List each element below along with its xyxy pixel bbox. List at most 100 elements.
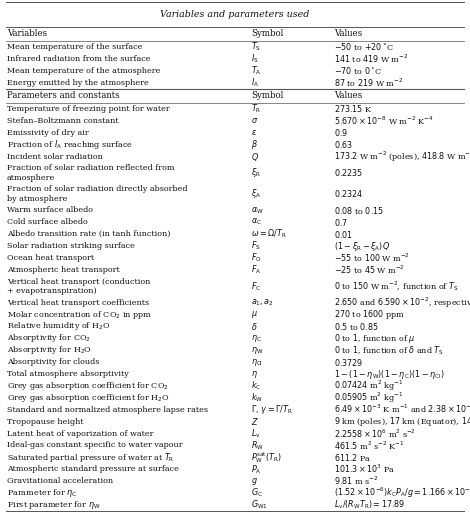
Text: Molar concentration of CO$_2$ in ppm: Molar concentration of CO$_2$ in ppm: [7, 309, 151, 321]
Text: $G_\mathrm{W1}$: $G_\mathrm{W1}$: [251, 499, 268, 511]
Text: Grey gas absorption coefficient for CO$_2$: Grey gas absorption coefficient for CO$_…: [7, 380, 168, 392]
Text: Temperature of freezing point for water: Temperature of freezing point for water: [7, 105, 169, 113]
Text: Infrared radiation from the surface: Infrared radiation from the surface: [7, 55, 150, 63]
Text: $\epsilon$: $\epsilon$: [251, 128, 258, 137]
Text: $1 - (1-\eta_\mathrm{W})(1-\eta_\mathrm{C})(1-\eta_\mathrm{Cl})$: $1 - (1-\eta_\mathrm{W})(1-\eta_\mathrm{…: [334, 368, 444, 381]
Text: $I_\mathrm{A}$: $I_\mathrm{A}$: [251, 76, 259, 89]
Text: Fraction of solar radiation reflected from: Fraction of solar radiation reflected fr…: [7, 164, 174, 172]
Text: Variables: Variables: [7, 29, 47, 38]
Text: $F_\mathrm{C}$: $F_\mathrm{C}$: [251, 280, 262, 292]
Text: $611.2$ Pa: $611.2$ Pa: [334, 452, 371, 463]
Text: $173.2$ W m$^{-2}$ (poles), $418.8$ W m$^{-2}$ (Equator): $173.2$ W m$^{-2}$ (poles), $418.8$ W m$…: [334, 149, 470, 164]
Text: Grey gas absorption coefficient for H$_2$O: Grey gas absorption coefficient for H$_2…: [7, 392, 170, 404]
Text: Albedo transition rate (in tanh function): Albedo transition rate (in tanh function…: [7, 230, 170, 238]
Text: $\xi_\mathrm{A}$: $\xi_\mathrm{A}$: [251, 187, 262, 201]
Text: $270$ to $1600$ ppm: $270$ to $1600$ ppm: [334, 308, 405, 321]
Text: Parameters and constants: Parameters and constants: [7, 91, 119, 101]
Text: $141$ to $419$ W m$^{-2}$: $141$ to $419$ W m$^{-2}$: [334, 53, 408, 65]
Text: Standard and normalized atmosphere lapse rates: Standard and normalized atmosphere lapse…: [7, 406, 208, 414]
Text: Latent heat of vaporization of water: Latent heat of vaporization of water: [7, 429, 153, 438]
Text: $9.81$ m s$^{-2}$: $9.81$ m s$^{-2}$: [334, 475, 378, 487]
Text: $\alpha_\mathrm{C}$: $\alpha_\mathrm{C}$: [251, 217, 262, 227]
Text: $F_\mathrm{S}$: $F_\mathrm{S}$: [251, 240, 261, 252]
Text: $\delta$: $\delta$: [251, 321, 258, 332]
Text: Saturated partial pressure of water at $T_\mathrm{R}$: Saturated partial pressure of water at $…: [7, 451, 174, 464]
Text: Absorptivity for CO$_2$: Absorptivity for CO$_2$: [7, 332, 90, 344]
Text: Vertical heat transport (conduction: Vertical heat transport (conduction: [7, 278, 150, 286]
Text: + evapotranspiration): + evapotranspiration): [7, 287, 96, 295]
Text: $0$ to $1$, function of $\delta$ and $T_\mathrm{S}$: $0$ to $1$, function of $\delta$ and $T_…: [334, 344, 444, 357]
Text: $T_\mathrm{A}$: $T_\mathrm{A}$: [251, 65, 262, 77]
Text: Gravitational acceleration: Gravitational acceleration: [7, 477, 113, 485]
Text: Mean temperature of the atmosphere: Mean temperature of the atmosphere: [7, 67, 160, 75]
Text: $5.670 \times 10^{-8}$ W m$^{-2}$ K$^{-4}$: $5.670 \times 10^{-8}$ W m$^{-2}$ K$^{-4…: [334, 115, 433, 127]
Text: Relative humidity of H$_2$O: Relative humidity of H$_2$O: [7, 321, 110, 332]
Text: Fraction of solar radiation directly absorbed: Fraction of solar radiation directly abs…: [7, 185, 187, 193]
Text: Parameter for $\eta_\mathrm{C}$: Parameter for $\eta_\mathrm{C}$: [7, 487, 77, 499]
Text: $I_\mathrm{S}$: $I_\mathrm{S}$: [251, 53, 259, 65]
Text: Atmospheric heat transport: Atmospheric heat transport: [7, 266, 119, 274]
Text: Symbol: Symbol: [251, 91, 284, 101]
Text: $\Gamma,\, \gamma = \Gamma/T_\mathrm{R}$: $\Gamma,\, \gamma = \Gamma/T_\mathrm{R}$: [251, 403, 294, 416]
Text: $-25$ to $45$ W m$^{-2}$: $-25$ to $45$ W m$^{-2}$: [334, 264, 405, 276]
Text: $\alpha_\mathrm{W}$: $\alpha_\mathrm{W}$: [251, 205, 264, 215]
Text: Incident solar radiation: Incident solar radiation: [7, 152, 102, 161]
Text: $0.7$: $0.7$: [334, 216, 347, 228]
Text: $k_\mathrm{C}$: $k_\mathrm{C}$: [251, 380, 262, 392]
Text: $\eta_\mathrm{Cl}$: $\eta_\mathrm{Cl}$: [251, 357, 264, 368]
Text: $F_\mathrm{A}$: $F_\mathrm{A}$: [251, 264, 262, 276]
Text: $101.3 \times 10^{3}$ Pa: $101.3 \times 10^{3}$ Pa: [334, 463, 395, 476]
Text: Symbol: Symbol: [251, 29, 284, 38]
Text: $0$ to $1$, function of $\mu$: $0$ to $1$, function of $\mu$: [334, 332, 415, 345]
Text: $a_1, a_2$: $a_1, a_2$: [251, 298, 274, 308]
Text: $0.5$ to $0.85$: $0.5$ to $0.85$: [334, 321, 378, 332]
Text: $P_\mathrm{A}$: $P_\mathrm{A}$: [251, 463, 262, 476]
Text: $k_\mathrm{W}$: $k_\mathrm{W}$: [251, 391, 264, 404]
Text: $461.5$ m$^2$ s$^{-2}$ K$^{-1}$: $461.5$ m$^2$ s$^{-2}$ K$^{-1}$: [334, 439, 404, 451]
Text: $\sigma$: $\sigma$: [251, 116, 258, 125]
Text: $0.08$ to $0.15$: $0.08$ to $0.15$: [334, 205, 384, 216]
Text: $F_\mathrm{O}$: $F_\mathrm{O}$: [251, 252, 262, 264]
Text: $-50$ to $+20\,^{\circ}$C: $-50$ to $+20\,^{\circ}$C: [334, 42, 393, 52]
Text: $\xi_\mathrm{R}$: $\xi_\mathrm{R}$: [251, 167, 262, 180]
Text: atmosphere: atmosphere: [7, 173, 55, 182]
Text: Tropopause height: Tropopause height: [7, 418, 83, 426]
Text: $P_\mathrm{W}^\mathrm{sat}(T_\mathrm{R})$: $P_\mathrm{W}^\mathrm{sat}(T_\mathrm{R})…: [251, 450, 282, 465]
Text: $-55$ to $100$ W m$^{-2}$: $-55$ to $100$ W m$^{-2}$: [334, 252, 410, 264]
Text: $6.49 \times 10^{-3}$ K m$^{-1}$ and $2.38 \times 10^{-5}$ m$^{-1}$, respectivel: $6.49 \times 10^{-3}$ K m$^{-1}$ and $2.…: [334, 403, 470, 417]
Text: Mean temperature of the surface: Mean temperature of the surface: [7, 43, 142, 51]
Text: Warm surface albedo: Warm surface albedo: [7, 206, 93, 214]
Text: $\eta_\mathrm{W}$: $\eta_\mathrm{W}$: [251, 345, 264, 356]
Text: $G_\mathrm{C}$: $G_\mathrm{C}$: [251, 487, 263, 499]
Text: $0.07424$ m$^2$ kg$^{-1}$: $0.07424$ m$^2$ kg$^{-1}$: [334, 379, 403, 393]
Text: $(1.52 \times 10^{-6})k_\mathrm{C} P_\mathrm{A}/g = 1.166 \times 10^{-3}$: $(1.52 \times 10^{-6})k_\mathrm{C} P_\ma…: [334, 486, 470, 500]
Text: $87$ to $219$ W m$^{-2}$: $87$ to $219$ W m$^{-2}$: [334, 76, 403, 89]
Text: $0.2324$: $0.2324$: [334, 188, 363, 200]
Text: $2.650$ and $6.590 \times 10^{-2}$, respectively: $2.650$ and $6.590 \times 10^{-2}$, resp…: [334, 295, 470, 310]
Text: $\eta_\mathrm{C}$: $\eta_\mathrm{C}$: [251, 333, 262, 344]
Text: $-70$ to $0\,^{\circ}$C: $-70$ to $0\,^{\circ}$C: [334, 65, 382, 76]
Text: $g$: $g$: [251, 476, 258, 487]
Text: $Z$: $Z$: [251, 416, 259, 427]
Text: Absorptivity for H$_2$O: Absorptivity for H$_2$O: [7, 344, 92, 356]
Text: $0.2235$: $0.2235$: [334, 167, 363, 179]
Text: $R_\mathrm{W}$: $R_\mathrm{W}$: [251, 439, 265, 452]
Text: by atmosphere: by atmosphere: [7, 194, 67, 203]
Text: $\omega = \Omega/T_\mathrm{R}$: $\omega = \Omega/T_\mathrm{R}$: [251, 228, 287, 241]
Text: $\beta$: $\beta$: [251, 138, 258, 151]
Text: $T_\mathrm{R}$: $T_\mathrm{R}$: [251, 103, 262, 115]
Text: $0.9$: $0.9$: [334, 127, 348, 139]
Text: Energy emitted by the atmosphere: Energy emitted by the atmosphere: [7, 78, 149, 87]
Text: Ocean heat transport: Ocean heat transport: [7, 254, 94, 262]
Text: $T_\mathrm{S}$: $T_\mathrm{S}$: [251, 41, 262, 53]
Text: $0.3729$: $0.3729$: [334, 357, 363, 368]
Text: $0.63$: $0.63$: [334, 139, 353, 150]
Text: $L_\mathrm{v}$: $L_\mathrm{v}$: [251, 427, 261, 440]
Text: Values: Values: [334, 91, 362, 101]
Text: Fraction of $I_\mathrm{A}$ reaching surface: Fraction of $I_\mathrm{A}$ reaching surf…: [7, 138, 133, 151]
Text: $L_\mathrm{v}/(R_\mathrm{W} T_\mathrm{R}) = 17.89$: $L_\mathrm{v}/(R_\mathrm{W} T_\mathrm{R}…: [334, 499, 405, 511]
Text: $(1 - \xi_\mathrm{R} - \xi_\mathrm{A})Q$: $(1 - \xi_\mathrm{R} - \xi_\mathrm{A})Q$: [334, 240, 390, 252]
Text: Values: Values: [334, 29, 362, 38]
Text: Emissivity of dry air: Emissivity of dry air: [7, 129, 88, 137]
Text: $\eta$: $\eta$: [251, 368, 258, 380]
